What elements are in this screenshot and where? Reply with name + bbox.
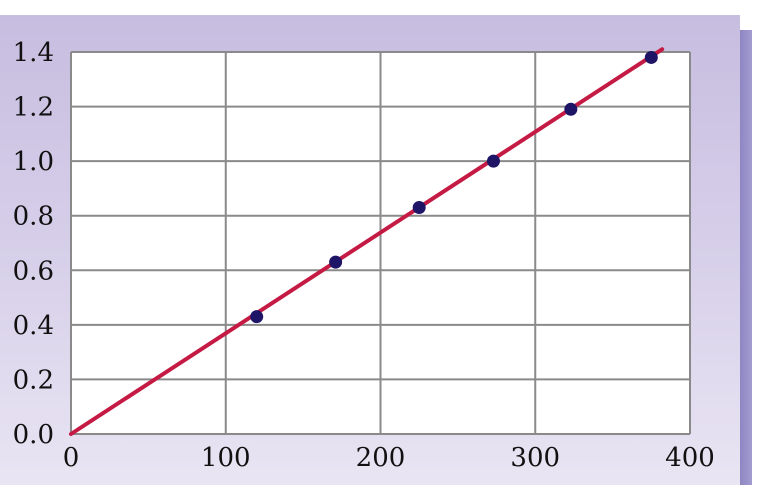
data-points <box>250 50 658 324</box>
tick-labels: 0 100 200 300 400 0.0 0.2 0.4 0.6 0.8 1.0 1.2 1.4 <box>13 38 715 473</box>
y-tick-label: 0.6 <box>13 256 54 286</box>
data-point <box>486 154 500 168</box>
y-tick-label: 0.4 <box>13 311 54 341</box>
data-point <box>564 102 578 116</box>
x-tick-label: 400 <box>665 443 715 473</box>
x-tick-label: 300 <box>510 443 560 473</box>
data-point <box>412 201 426 215</box>
y-tick-label: 0.0 <box>13 420 54 450</box>
decorative-side-bar <box>740 30 752 485</box>
y-tick-label: 1.2 <box>13 93 54 123</box>
x-tick-label: 0 <box>63 443 80 473</box>
fit-line-layer <box>69 47 665 436</box>
y-tick-label: 1.4 <box>13 38 54 68</box>
x-tick-label: 200 <box>356 443 406 473</box>
grid-lines <box>70 51 691 435</box>
y-tick-label: 0.8 <box>13 202 54 232</box>
y-tick-label: 0.2 <box>13 365 54 395</box>
data-point <box>644 50 658 64</box>
data-point <box>329 255 343 269</box>
fit-line <box>69 47 665 436</box>
data-point <box>250 310 264 324</box>
y-tick-label: 1.0 <box>13 147 54 177</box>
x-tick-label: 100 <box>201 443 251 473</box>
